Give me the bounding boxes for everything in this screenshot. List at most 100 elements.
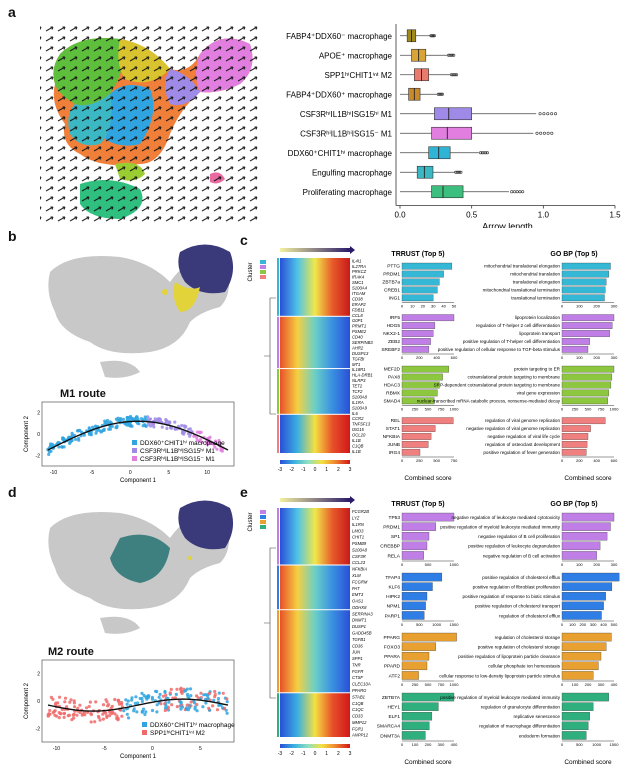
trajectory-point bbox=[188, 687, 193, 691]
trajectory-point bbox=[156, 417, 160, 421]
trajectory-point bbox=[62, 715, 66, 719]
legend-label: DDX60⁺CHIT1ʰⁱ macrophage bbox=[140, 439, 225, 447]
outlier bbox=[550, 131, 554, 135]
gobp-bar bbox=[561, 702, 594, 711]
gene-label: GADD45B bbox=[352, 631, 372, 636]
gobp-bar bbox=[561, 448, 587, 456]
heatmap-block bbox=[280, 610, 350, 693]
trajectory-point bbox=[93, 720, 97, 724]
x-tick-label: -5 bbox=[90, 470, 95, 476]
gobp-term-label: positive regulation of myeloid leukocyte… bbox=[440, 525, 560, 530]
gobp-bar bbox=[561, 270, 609, 278]
trrust-bar bbox=[401, 448, 421, 456]
outlier bbox=[554, 112, 558, 116]
trrust-tick: 0 bbox=[401, 562, 404, 567]
trajectory-point bbox=[68, 700, 72, 704]
gobp-term-label: translational termination bbox=[511, 295, 560, 300]
gobp-term-label: nuclear-transcribed mRNA catabolic proce… bbox=[417, 398, 561, 403]
gene-label: CD38 bbox=[352, 296, 363, 301]
trrust-bar bbox=[401, 345, 430, 353]
gobp-tick: 600 bbox=[611, 458, 618, 463]
outlier bbox=[546, 112, 550, 116]
plot-frame bbox=[41, 659, 235, 743]
trrust-term-label: TP53 bbox=[389, 515, 401, 521]
gene-label: LYZ bbox=[352, 516, 360, 521]
gene-label: TGFBI bbox=[352, 356, 365, 361]
colorbar-tick: -1 bbox=[301, 467, 306, 473]
trajectory-point bbox=[62, 712, 66, 716]
trajectory-point bbox=[215, 447, 219, 451]
trajectory-point bbox=[147, 418, 151, 422]
y-axis-label: Component 2 bbox=[24, 415, 30, 452]
gene-label: TGFB1 bbox=[352, 637, 366, 642]
trrust-term-label: SREBF2 bbox=[381, 347, 400, 353]
gene-label: ISG15 bbox=[352, 427, 365, 432]
trrust-term-label: PTTG bbox=[387, 264, 400, 270]
trajectory-point bbox=[200, 440, 205, 444]
trajectory-point bbox=[102, 428, 106, 432]
box bbox=[428, 146, 451, 160]
trajectory-point bbox=[196, 696, 200, 700]
gene-label: IL1B bbox=[352, 449, 361, 454]
trajectory-point bbox=[189, 700, 193, 704]
m2-route-title: M2 route bbox=[48, 646, 94, 658]
trajectory-point bbox=[137, 422, 141, 426]
trajectory-point bbox=[58, 695, 62, 699]
trajectory-point bbox=[89, 712, 93, 717]
gobp-term-label: mitochondrial translational termination bbox=[483, 287, 561, 292]
trajectory-point bbox=[62, 445, 66, 449]
trajectory-point bbox=[201, 705, 205, 709]
trrust-bar bbox=[401, 661, 428, 671]
trajectory-point bbox=[55, 714, 59, 718]
plot-frame bbox=[41, 401, 235, 467]
trajectory-point bbox=[174, 692, 178, 696]
trajectory-point bbox=[179, 686, 183, 690]
trajectory-point bbox=[216, 697, 221, 701]
gene-label: TCF2 bbox=[352, 389, 363, 394]
colorbar-tick: 3 bbox=[349, 751, 352, 757]
gobp-bar bbox=[561, 286, 606, 294]
category-label: DDX60⁺CHIT1ʰⁱ macrophage bbox=[288, 149, 393, 158]
outlier bbox=[510, 190, 514, 194]
gene-label: CD33 bbox=[352, 714, 363, 719]
gene-label: CSF3R bbox=[352, 554, 366, 559]
gobp-bar bbox=[561, 692, 609, 702]
trajectory-point bbox=[192, 434, 196, 438]
gobp-tick: 1000 bbox=[592, 742, 602, 747]
gobp-bar bbox=[561, 441, 588, 448]
trrust-bar bbox=[401, 365, 449, 373]
trajectory-point bbox=[133, 701, 137, 705]
gobp-tick: 300 bbox=[598, 682, 605, 687]
outlier bbox=[438, 92, 442, 96]
trrust-tick: 250 bbox=[412, 407, 419, 412]
gene-label: AHR2 bbox=[351, 345, 364, 350]
trrust-tick: 20 bbox=[421, 304, 426, 309]
gobp-term-label: positive regulation of response to bioti… bbox=[462, 594, 560, 599]
trrust-term-label: DNMT3A bbox=[380, 733, 401, 739]
trajectory-point bbox=[164, 418, 168, 422]
gene-label: FCGR2B bbox=[352, 509, 369, 514]
panel-label-c: c bbox=[240, 232, 248, 248]
trajectory-point bbox=[168, 691, 172, 695]
trajectory-point bbox=[199, 691, 203, 695]
trrust-tick: 10 bbox=[410, 304, 415, 309]
gene-label: C1QB bbox=[352, 701, 364, 706]
colorbar-tick: -3 bbox=[278, 467, 283, 473]
gobp-term-label: regulation of osteoclast development bbox=[485, 442, 561, 447]
x-axis-label: Component 1 bbox=[120, 478, 157, 484]
trajectory-point bbox=[71, 713, 75, 717]
gene-label: TNFSF13 bbox=[352, 422, 371, 427]
trajectory-point bbox=[115, 424, 119, 428]
gene-label: S100A8 bbox=[352, 547, 368, 552]
trajectory-point bbox=[78, 703, 82, 707]
gobp-term-label: protein targeting to ER bbox=[514, 367, 561, 372]
trajectory-point bbox=[63, 700, 67, 704]
gobp-xlabel: Combined score bbox=[564, 475, 612, 482]
cluster-swatch bbox=[260, 520, 266, 524]
colorbar-tick: 0 bbox=[314, 467, 317, 473]
gene-label: ITGAM bbox=[352, 291, 366, 296]
trrust-tick: 300 bbox=[438, 742, 445, 747]
trajectory-point bbox=[143, 415, 147, 419]
arrow-length-boxplot: FABP4⁺DDX60⁻ macrophage APOE⁺ macrophage S… bbox=[286, 24, 621, 228]
gene-label: IL4I1 bbox=[352, 258, 361, 263]
